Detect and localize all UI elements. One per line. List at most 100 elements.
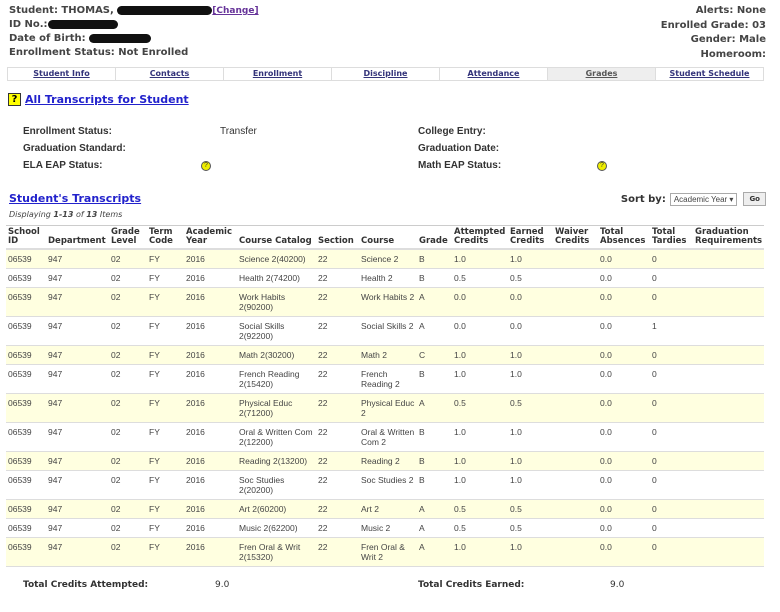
table-cell: 0.5: [508, 268, 553, 288]
table-cell: [693, 287, 764, 317]
table-cell: [693, 518, 764, 538]
sort-select[interactable]: Academic Year ▾: [669, 192, 738, 206]
table-cell: [553, 422, 598, 452]
table-cell: 2016: [184, 268, 237, 288]
table-cell: 02: [109, 249, 147, 269]
table-cell: FY: [147, 518, 184, 538]
table-cell: 2016: [184, 249, 237, 269]
table-cell: 22: [316, 268, 359, 288]
table-cell: [553, 499, 598, 519]
table-row: 06539 947 02 FY 2016 Health 2(74200) 22 Health …: [6, 268, 764, 288]
ela-eap-label: ELA EAP Status:: [23, 160, 103, 171]
column-header: Grade Level: [109, 225, 147, 250]
math-help-icon[interactable]: ?: [597, 161, 607, 171]
table-cell: A: [417, 518, 452, 538]
table-cell: 1.0: [452, 537, 508, 567]
table-cell: 22: [316, 249, 359, 269]
student-header-right: Alerts: None Enrolled Grade: 03 Gender: …: [661, 4, 766, 62]
table-cell: 22: [316, 451, 359, 471]
table-cell: 0.5: [452, 518, 508, 538]
table-cell: 06539: [6, 518, 46, 538]
tab-discipline[interactable]: Discipline: [332, 68, 440, 80]
table-cell: 1: [650, 316, 693, 346]
help-icon[interactable]: ?: [8, 93, 21, 106]
table-cell: 02: [109, 451, 147, 471]
table-cell: FY: [147, 287, 184, 317]
page-title: ? All Transcripts for Student: [8, 93, 189, 106]
all-transcripts-link[interactable]: All Transcripts for Student: [25, 93, 189, 106]
table-row: 06539 947 02 FY 2016 Fren Oral & Writ 2(15320…: [6, 537, 764, 567]
table-cell: 947: [46, 393, 109, 423]
table-cell: 1.0: [452, 470, 508, 500]
table-cell: Fren Oral & Writ 2(15320): [237, 537, 316, 567]
tab-enrollment[interactable]: Enrollment: [224, 68, 332, 80]
table-cell: 02: [109, 393, 147, 423]
table-cell: 0: [650, 451, 693, 471]
table-cell: 0.0: [598, 422, 650, 452]
redacted-id: [47, 19, 118, 29]
table-cell: Music 2: [359, 518, 417, 538]
table-cell: [693, 537, 764, 567]
table-cell: 0: [650, 393, 693, 423]
column-header: Graduation Requirements: [693, 225, 764, 250]
table-cell: 2016: [184, 422, 237, 452]
table-cell: Health 2: [359, 268, 417, 288]
total-attempted-value: 9.0: [215, 580, 230, 590]
table-cell: 0.0: [452, 316, 508, 346]
enrollment-status-value: Transfer: [220, 126, 257, 137]
table-cell: FY: [147, 268, 184, 288]
dob-label: Date of Birth:: [9, 33, 86, 44]
table-cell: 02: [109, 268, 147, 288]
displaying-count: Displaying 1-13 of 13 Items: [9, 210, 123, 219]
table-cell: 22: [316, 287, 359, 317]
change-student-link[interactable]: [Change]: [212, 6, 259, 16]
table-cell: 1.0: [508, 451, 553, 471]
table-cell: Music 2(62200): [237, 518, 316, 538]
table-cell: 22: [316, 345, 359, 365]
table-cell: 02: [109, 422, 147, 452]
table-cell: 06539: [6, 345, 46, 365]
tab-student-schedule[interactable]: Student Schedule: [669, 69, 750, 78]
total-earned-label: Total Credits Earned:: [418, 580, 525, 590]
table-cell: 947: [46, 364, 109, 394]
sort-label: Sort by:: [620, 193, 666, 205]
table-cell: French Reading 2(15420): [237, 364, 316, 394]
table-cell: Oral & Written Com 2: [359, 422, 417, 452]
table-cell: 06539: [6, 249, 46, 269]
table-cell: B: [417, 451, 452, 471]
gender: Gender: Male: [690, 34, 766, 45]
table-header-row: School ID Department Grade Level Term Code A…: [6, 225, 764, 250]
table-cell: [553, 393, 598, 423]
table-cell: 06539: [6, 499, 46, 519]
graduation-date-label: Graduation Date:: [418, 143, 500, 154]
tab-attendance[interactable]: Attendance: [440, 68, 548, 80]
table-cell: 02: [109, 499, 147, 519]
table-cell: Work Habits 2: [359, 287, 417, 317]
table-cell: 0: [650, 249, 693, 269]
go-button[interactable]: Go: [743, 192, 766, 206]
homeroom: Homeroom:: [700, 48, 766, 60]
table-cell: 2016: [184, 316, 237, 346]
table-cell: 947: [46, 451, 109, 471]
transcripts-table: School ID Department Grade Level Term Code A…: [6, 225, 764, 567]
table-cell: 02: [109, 316, 147, 346]
transcripts-title[interactable]: Student's Transcripts: [9, 192, 142, 205]
table-cell: 0: [650, 364, 693, 394]
table-cell: 2016: [184, 499, 237, 519]
math-eap-label: Math EAP Status:: [418, 160, 502, 171]
table-cell: 0.0: [508, 316, 553, 346]
table-cell: 0: [650, 422, 693, 452]
tab-grades[interactable]: Grades: [548, 68, 656, 80]
table-cell: Science 2(40200): [237, 249, 316, 269]
table-cell: 2016: [184, 518, 237, 538]
table-cell: 1.0: [452, 364, 508, 394]
table-cell: [553, 518, 598, 538]
ela-help-icon[interactable]: ?: [201, 161, 211, 171]
table-cell: A: [417, 287, 452, 317]
enrollment-status: Enrollment Status: Not Enrolled: [9, 47, 189, 58]
tab-student-info[interactable]: Student Info: [8, 68, 116, 80]
table-cell: 0: [650, 470, 693, 500]
tab-contacts[interactable]: Contacts: [116, 68, 224, 80]
total-earned-value: 9.0: [610, 580, 625, 590]
